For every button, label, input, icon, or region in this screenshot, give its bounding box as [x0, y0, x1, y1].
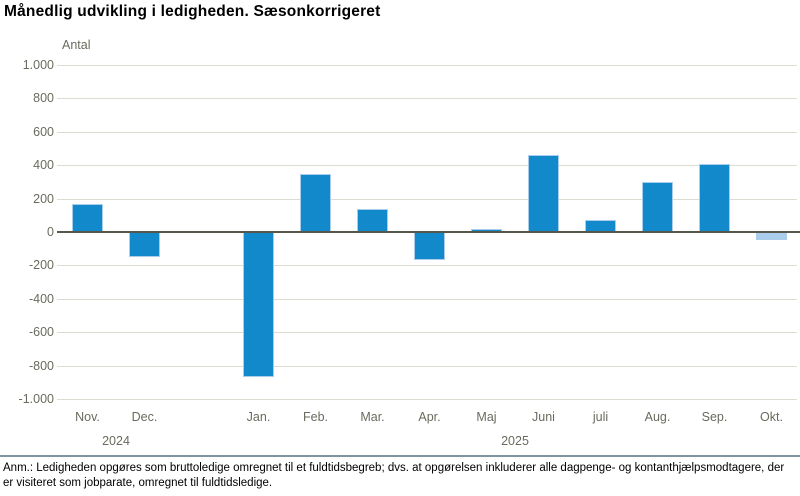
bar-Jan: [243, 232, 274, 378]
x-tick-label: Okt.: [760, 410, 783, 424]
y-tick-label: -1.000: [18, 392, 54, 406]
y-tick-label: 600: [33, 124, 54, 139]
gridline: [57, 298, 797, 300]
y-tick-label: 0: [47, 225, 54, 239]
gridline: [57, 265, 797, 267]
x-tick-label: Apr.: [418, 410, 441, 424]
x-tick-label: Jan.: [246, 410, 271, 424]
gridline: [57, 98, 797, 100]
gridline: [57, 198, 797, 200]
bar-Juni: [528, 155, 559, 232]
x-tick-label: Aug.: [644, 410, 671, 424]
x-tick-label: juli: [592, 410, 609, 424]
x-tick-label: Maj: [476, 410, 497, 424]
bar-Aug: [642, 181, 673, 232]
bar-Okt: [756, 232, 787, 241]
bar-Nov: [72, 203, 103, 232]
separator-line: [0, 455, 800, 457]
y-tick-label: -200: [28, 258, 54, 273]
y-tick-label: 400: [33, 158, 54, 173]
x-tick-label: Nov.: [75, 410, 100, 424]
gridline: [57, 165, 797, 167]
year-label: 2024: [102, 434, 130, 448]
y-tick-label: 200: [33, 191, 54, 206]
bar-Mar: [357, 208, 388, 232]
gridline: [57, 332, 797, 334]
x-tick-label: Mar.: [360, 410, 385, 424]
x-tick-label: Dec.: [131, 410, 158, 424]
y-tick-label: -600: [28, 325, 54, 340]
gridline: [57, 65, 797, 66]
y-axis-unit-label: Antal: [62, 38, 91, 52]
bar-Feb: [300, 173, 331, 232]
y-tick-label: 800: [33, 91, 54, 106]
gridline: [57, 131, 797, 133]
chart-title: Månedlig udvikling i ledigheden. Sæsonko…: [4, 3, 381, 20]
x-tick-label: Juni: [532, 410, 555, 424]
footnote: Anm.: Ledigheden opgøres som bruttoledig…: [3, 462, 785, 489]
zero-axis-line: [57, 231, 800, 233]
x-tick-label: Sep.: [701, 410, 728, 424]
y-tick-label: -400: [28, 291, 54, 306]
gridline: [57, 399, 797, 400]
y-tick-label: -800: [28, 358, 54, 373]
gridline: [57, 365, 797, 367]
bar-Apr: [414, 232, 445, 261]
year-label: 2025: [501, 434, 529, 448]
bar-Sep: [699, 163, 730, 232]
y-tick-label: 1.000: [22, 58, 54, 72]
bar-Dec: [129, 232, 160, 258]
x-tick-label: Feb.: [302, 410, 328, 424]
